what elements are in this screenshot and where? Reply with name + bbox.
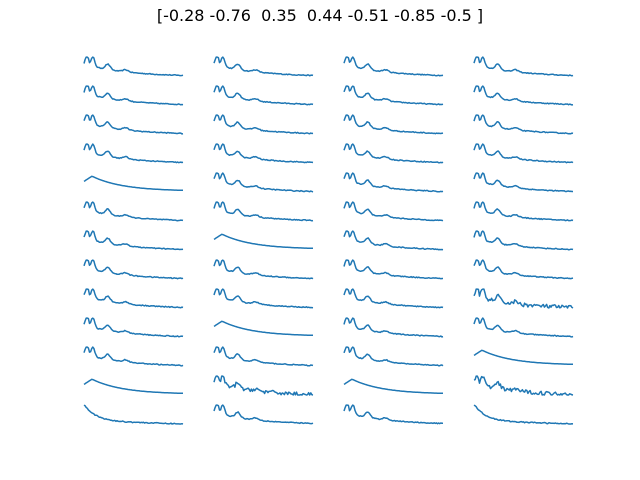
series-line-r4-c1: [83, 143, 184, 164]
series-line-r8-c2: [213, 259, 314, 280]
series-line-r7-c4: [473, 230, 574, 251]
series-line-r9-c1: [83, 288, 184, 309]
series-line-r8-c4: [473, 259, 574, 280]
series-line-r8-c3: [343, 259, 443, 280]
series-line-r11-c3: [343, 346, 444, 367]
series-line-r3-c3: [343, 114, 444, 135]
series-line-r2-c2: [213, 85, 314, 106]
series-line-r6-c3: [343, 201, 444, 222]
series-line-r13-c4: [473, 404, 574, 425]
series-line-r4-c2: [213, 143, 314, 164]
series-line-r12-c1: [83, 378, 183, 395]
series-line-r6-c2: [213, 201, 314, 222]
series-line-r7-c1: [83, 230, 184, 251]
chart-title: [-0.28 -0.76 0.35 0.44 -0.51 -0.85 -0.5 …: [156, 6, 484, 25]
series-line-r10-c4: [473, 317, 574, 338]
series-line-r10-c2: [213, 320, 313, 337]
series-line-r2-c3: [343, 85, 444, 106]
series-line-r5-c2: [213, 172, 314, 193]
series-line-r11-c2: [213, 346, 314, 367]
series-line-r11-c1: [83, 346, 184, 367]
series-line-r9-c3: [343, 288, 444, 309]
series-line-r1-c2: [213, 56, 314, 77]
series-line-r12-c3: [343, 378, 443, 395]
series-line-r1-c4: [473, 56, 574, 77]
series-line-r2-c1: [83, 85, 184, 106]
series-line-r12-c4: [473, 375, 574, 396]
series-line-r3-c1: [83, 114, 184, 135]
series-line-r9-c4: [473, 288, 574, 309]
series-line-r2-c4: [473, 85, 574, 106]
series-line-r13-c3: [343, 404, 443, 425]
series-line-r5-c1: [83, 175, 183, 192]
series-line-r4-c4: [473, 143, 574, 164]
series-line-r5-c4: [473, 172, 573, 193]
series-line-r5-c3: [343, 172, 444, 193]
series-line-r7-c2: [213, 233, 313, 250]
series-line-r13-c2: [213, 404, 314, 425]
series-line-r4-c3: [343, 143, 444, 164]
series-line-r11-c4: [473, 349, 573, 366]
series-line-r6-c1: [83, 201, 184, 222]
series-line-r12-c2: [213, 375, 314, 396]
series-line-r1-c3: [343, 56, 444, 77]
series-line-r6-c4: [473, 201, 574, 222]
series-line-r9-c2: [213, 288, 314, 309]
series-line-r13-c1: [83, 404, 184, 425]
series-line-r3-c2: [213, 114, 314, 135]
series-line-r7-c3: [343, 230, 444, 251]
series-line-r10-c1: [83, 317, 184, 338]
series-line-r1-c1: [83, 56, 184, 77]
series-line-r3-c4: [473, 114, 574, 135]
series-line-r8-c1: [83, 259, 184, 280]
series-line-r10-c3: [343, 317, 444, 338]
